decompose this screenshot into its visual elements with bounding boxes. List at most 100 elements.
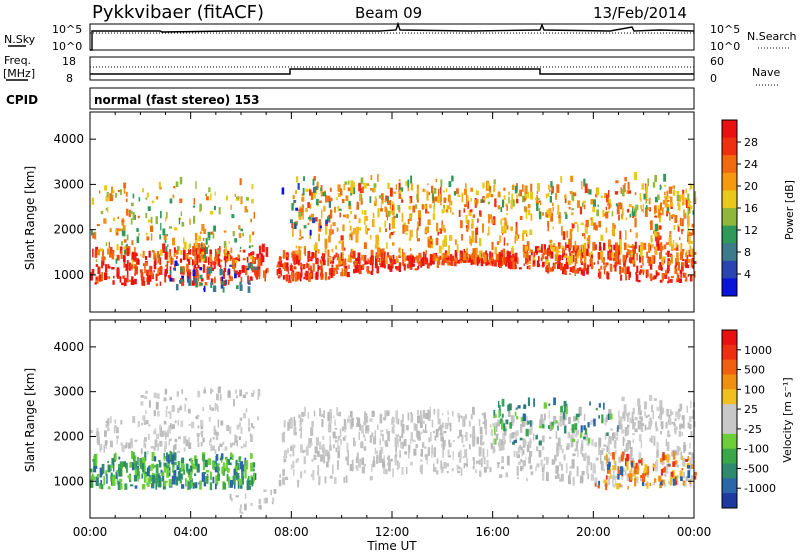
echo-cell: [92, 476, 96, 481]
echo-cell: [633, 208, 637, 218]
echo-cell: [298, 414, 301, 419]
echo-cell: [594, 477, 598, 487]
echo-cell: [208, 416, 211, 422]
echo-cell: [422, 429, 425, 433]
echo-cell: [406, 255, 408, 261]
echo-cell: [530, 471, 534, 476]
echo-cell: [522, 413, 526, 421]
echo-cell: [252, 426, 255, 429]
echo-cell: [360, 194, 363, 201]
echo-cell: [670, 278, 673, 281]
echo-cell: [653, 275, 657, 280]
echo-cell: [437, 408, 440, 419]
echo-cell: [173, 247, 176, 254]
echo-cell: [626, 189, 628, 194]
echo-cell: [312, 470, 315, 481]
echo-cell: [141, 483, 146, 490]
echo-cell: [320, 446, 324, 450]
echo-cell: [388, 223, 391, 231]
echo-cell: [348, 220, 351, 224]
echo-cell: [247, 477, 249, 483]
echo-cell: [400, 441, 403, 445]
y-tick-label: 3000: [53, 177, 84, 191]
echo-cell: [626, 453, 630, 462]
echo-cell: [144, 451, 147, 461]
echo-cell: [670, 205, 673, 210]
echo-cell: [153, 255, 157, 258]
echo-cell: [640, 475, 644, 479]
echo-cell: [548, 244, 551, 253]
echo-cell: [546, 456, 549, 465]
echo-cell: [421, 257, 424, 266]
echo-cell: [679, 403, 683, 410]
echo-cell: [389, 257, 393, 263]
echo-cell: [516, 454, 520, 459]
echo-cell: [613, 484, 616, 488]
echo-cell: [130, 438, 133, 446]
echo-cell: [406, 263, 411, 269]
echo-cell: [580, 180, 583, 190]
echo-cell: [424, 454, 428, 460]
echo-cell: [617, 466, 620, 474]
echo-cell: [553, 397, 556, 406]
echo-cell: [498, 443, 502, 451]
echo-cell: [670, 409, 672, 417]
echo-cell: [523, 404, 526, 409]
echo-cell: [645, 188, 648, 199]
power-x-ticks: [89, 112, 695, 312]
echo-cell: [412, 439, 416, 443]
echo-cell: [198, 248, 202, 255]
echo-cell: [395, 266, 398, 270]
echo-cell: [162, 228, 166, 236]
echo-cell: [520, 465, 523, 472]
echo-cell: [427, 192, 431, 196]
echo-cell: [383, 251, 386, 260]
echo-cell: [561, 225, 563, 236]
echo-cell: [147, 477, 151, 484]
echo-cell: [258, 504, 261, 509]
echo-cell: [231, 454, 234, 461]
echo-cell: [96, 428, 99, 435]
echo-cell: [499, 235, 502, 243]
echo-cell: [563, 412, 567, 421]
echo-cell: [642, 263, 644, 266]
echo-cell: [294, 223, 297, 229]
echo-cell: [669, 418, 671, 425]
echo-cell: [562, 249, 565, 258]
echo-cell: [174, 253, 177, 258]
echo-cell: [168, 470, 171, 473]
echo-cell: [229, 426, 232, 434]
echo-cell: [195, 458, 198, 466]
echo-cell: [326, 216, 330, 222]
echo-cell: [540, 459, 543, 467]
echo-cell: [649, 438, 652, 442]
echo-cell: [140, 253, 142, 257]
echo-cell: [480, 199, 483, 204]
echo-cell: [618, 456, 621, 463]
echo-cell: [609, 413, 613, 420]
echo-cell: [501, 199, 505, 208]
echo-cell: [163, 462, 167, 467]
echo-cell: [259, 257, 263, 266]
echo-cell: [233, 271, 236, 275]
echo-cell: [310, 256, 314, 259]
echo-cell: [159, 440, 163, 447]
echo-cell: [457, 194, 461, 197]
echo-cell: [393, 230, 395, 234]
echo-cell: [495, 433, 499, 441]
echo-cell: [238, 225, 241, 230]
echo-cell: [242, 249, 246, 253]
echo-cell: [447, 194, 451, 203]
echo-cell: [443, 463, 447, 469]
echo-cell: [414, 268, 418, 271]
echo-cell: [109, 193, 113, 202]
echo-cell: [192, 260, 196, 265]
echo-cell: [392, 468, 394, 478]
echo-cell: [327, 411, 330, 421]
echo-cell: [397, 438, 399, 448]
echo-cell: [428, 437, 431, 443]
echo-cell: [290, 419, 293, 428]
echo-cell: [524, 415, 528, 426]
echo-cell: [172, 257, 174, 265]
echo-cell: [564, 255, 568, 259]
